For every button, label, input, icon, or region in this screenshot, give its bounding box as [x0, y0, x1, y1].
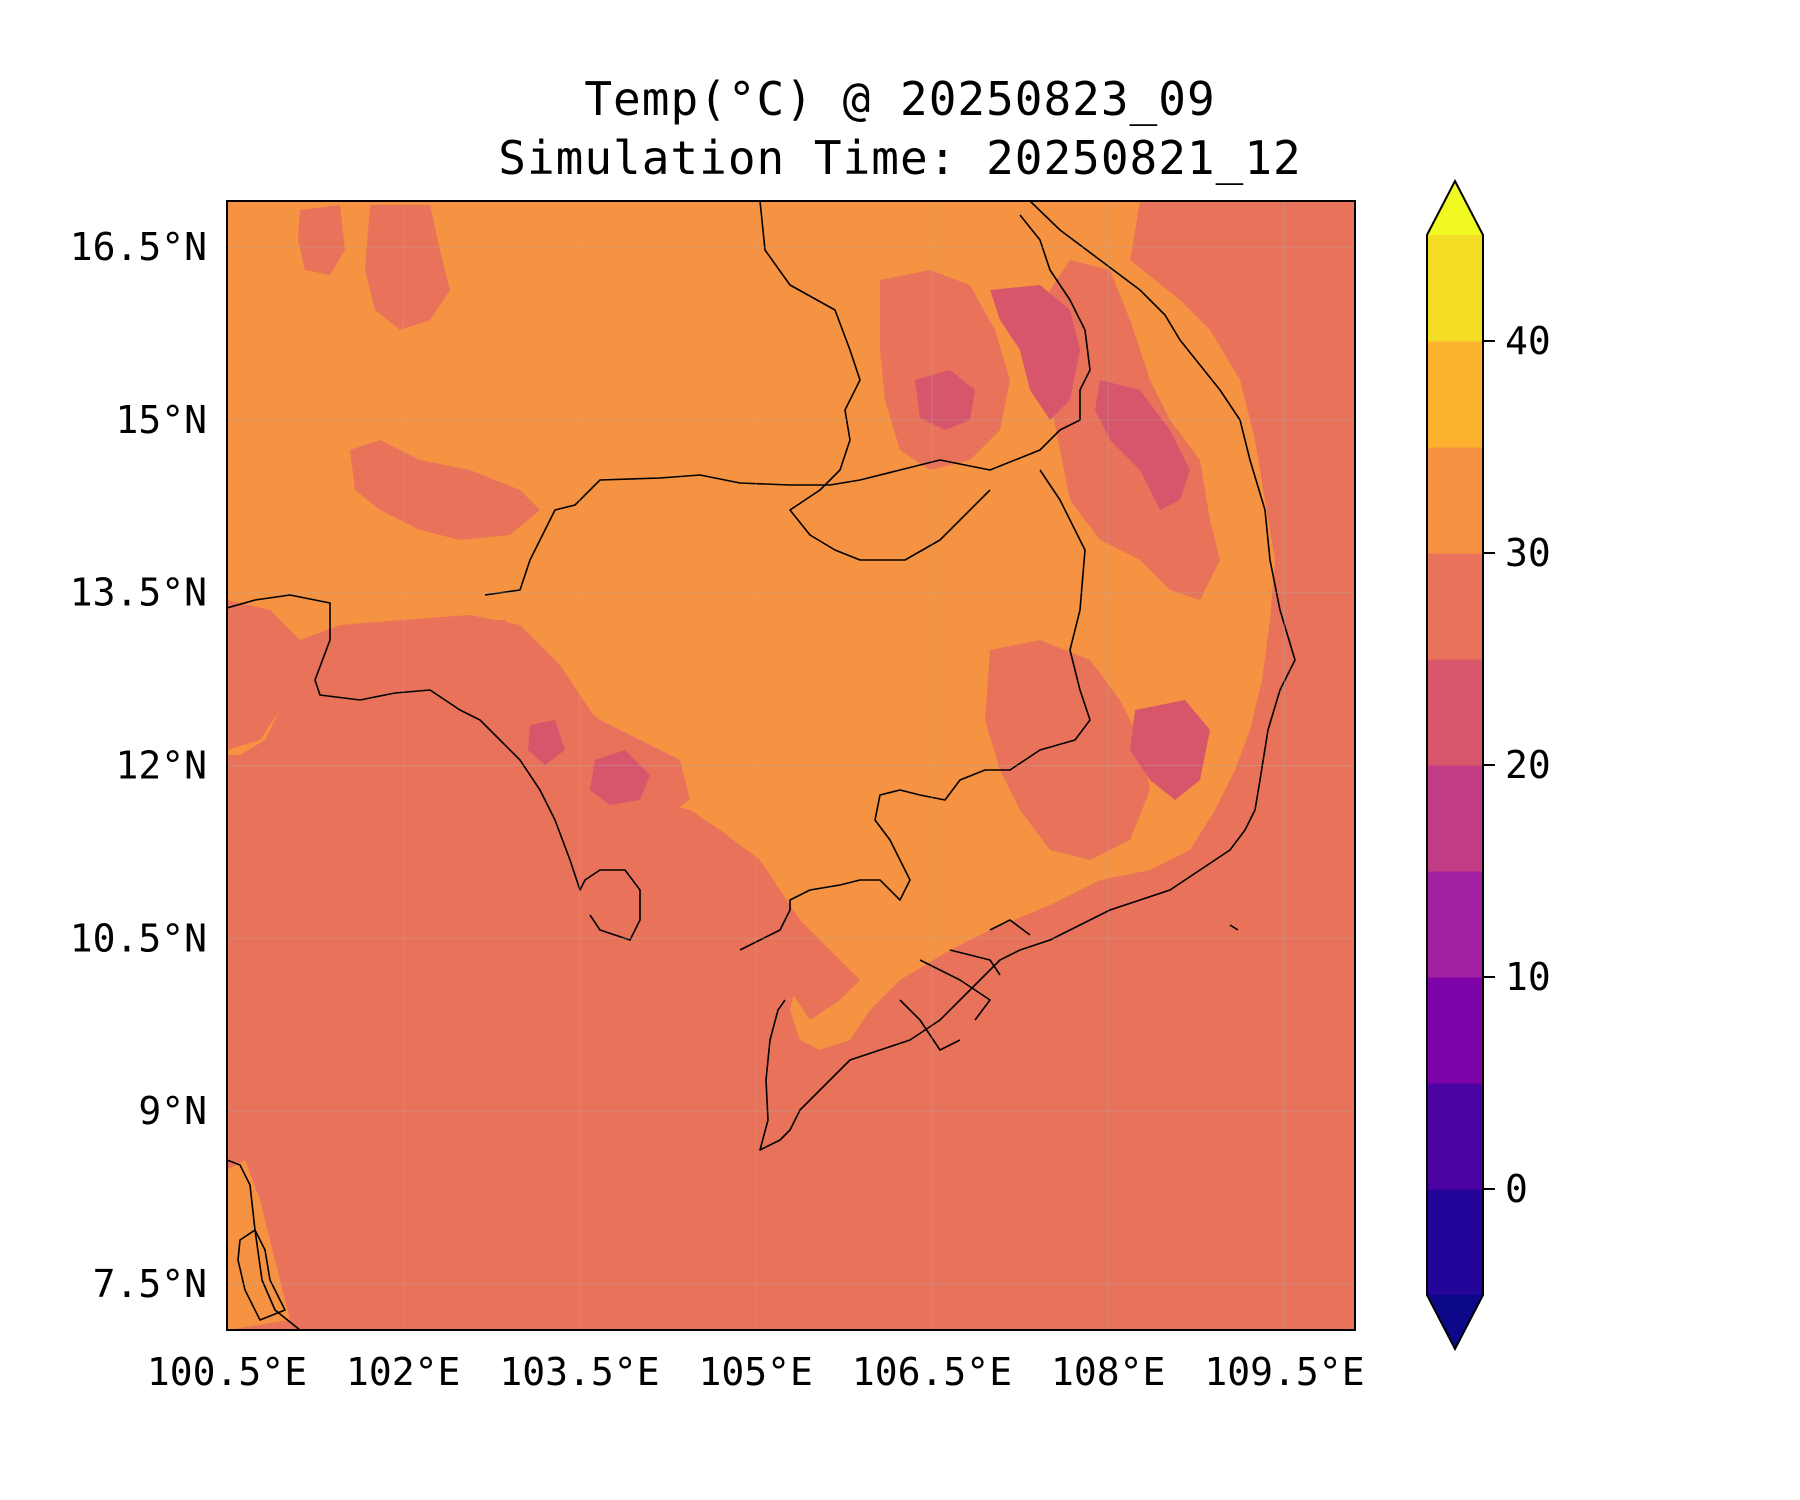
longitude-tick-label: 109.5°E — [1204, 1350, 1364, 1394]
latitude-tick-label: 15°N — [115, 398, 207, 442]
coastal-cooler-patch — [227, 600, 860, 1020]
cardamom-patch — [520, 690, 690, 820]
colorbar-segment — [1427, 341, 1483, 448]
longitude-tick-label: 105°E — [699, 1350, 813, 1394]
latitude-tick-label: 12°N — [115, 744, 207, 788]
longitude-tick-label: 102°E — [346, 1350, 460, 1394]
latitude-tick-label: 7.5°N — [93, 1262, 207, 1306]
colorbar-tick-label: 20 — [1505, 743, 1551, 787]
colorbar-segment — [1427, 553, 1483, 660]
colorbar-segment — [1427, 1083, 1483, 1190]
cambodia-border — [484, 214, 1091, 596]
latitude-tick-label: 16.5°N — [70, 225, 207, 269]
latitude-tick-label: 9°N — [138, 1089, 207, 1133]
colorbar-segment — [1427, 871, 1483, 978]
cambodia-vietnam-border — [739, 469, 1091, 951]
map-grid — [227, 201, 1355, 1330]
colorbar-segment — [1427, 765, 1483, 872]
land-warm-region — [227, 201, 1275, 1050]
laos-south-patch — [880, 270, 1010, 470]
thailand-coastline — [227, 594, 641, 941]
latitude-tick-label: 13.5°N — [70, 571, 207, 615]
cool-patch-west — [528, 720, 565, 765]
cool-patch-highland — [1130, 700, 1210, 800]
colorbar-segment — [1427, 447, 1483, 554]
colorbar: 0 10 20 30 40 — [1426, 178, 1551, 1352]
colorbar-outline — [1426, 178, 1484, 1352]
colorbar-tick-label: 10 — [1505, 955, 1551, 999]
latitude-labels: 16.5°N 15°N 13.5°N 12°N 10.5°N 9°N 7.5°N — [70, 225, 207, 1306]
latitude-tick-label: 10.5°N — [70, 916, 207, 960]
northwest-patch — [298, 205, 345, 275]
southwest-island — [237, 1229, 286, 1321]
colorbar-tick-label: 0 — [1505, 1167, 1528, 1211]
delta-islands — [899, 919, 1239, 1051]
map-area — [227, 201, 1355, 1330]
longitude-tick-label: 108°E — [1051, 1350, 1165, 1394]
longitude-tick-label: 103.5°E — [499, 1350, 659, 1394]
colorbar-extend-max — [1427, 181, 1483, 235]
colorbar-segment — [1427, 235, 1483, 342]
colorbar-segment — [1427, 1189, 1483, 1296]
colorbar-segment — [1427, 659, 1483, 766]
north-central-patch — [365, 205, 450, 330]
vietnam-coastline — [759, 201, 1296, 1151]
longitude-labels: 100.5°E 102°E 103.5°E 105°E 106.5°E 108°E 109.… — [147, 1350, 1365, 1394]
colorbar-extend-min — [1427, 1295, 1483, 1349]
laos-border — [759, 201, 991, 561]
map-subtitle: Simulation Time: 20250821_12 — [498, 131, 1302, 185]
cool-patch-laos — [990, 285, 1080, 420]
map-frame — [226, 200, 1356, 1331]
south-tip-coast — [227, 1159, 301, 1330]
longitude-tick-label: 100.5°E — [147, 1350, 307, 1394]
longitude-tick-label: 106.5°E — [852, 1350, 1012, 1394]
colorbar-segment — [1427, 977, 1483, 1084]
thailand-north-patch — [350, 440, 540, 540]
central-highland-patch — [985, 640, 1150, 860]
cool-patch-vietnam — [1095, 380, 1190, 510]
cool-patch-bolaven — [915, 370, 975, 430]
map-title: Temp(°C) @ 20250823_09 — [584, 72, 1216, 126]
cool-patch-cardamom — [590, 750, 650, 805]
colorbar-tick-label: 40 — [1505, 319, 1551, 363]
colorbar-tick-label: 30 — [1505, 531, 1551, 575]
